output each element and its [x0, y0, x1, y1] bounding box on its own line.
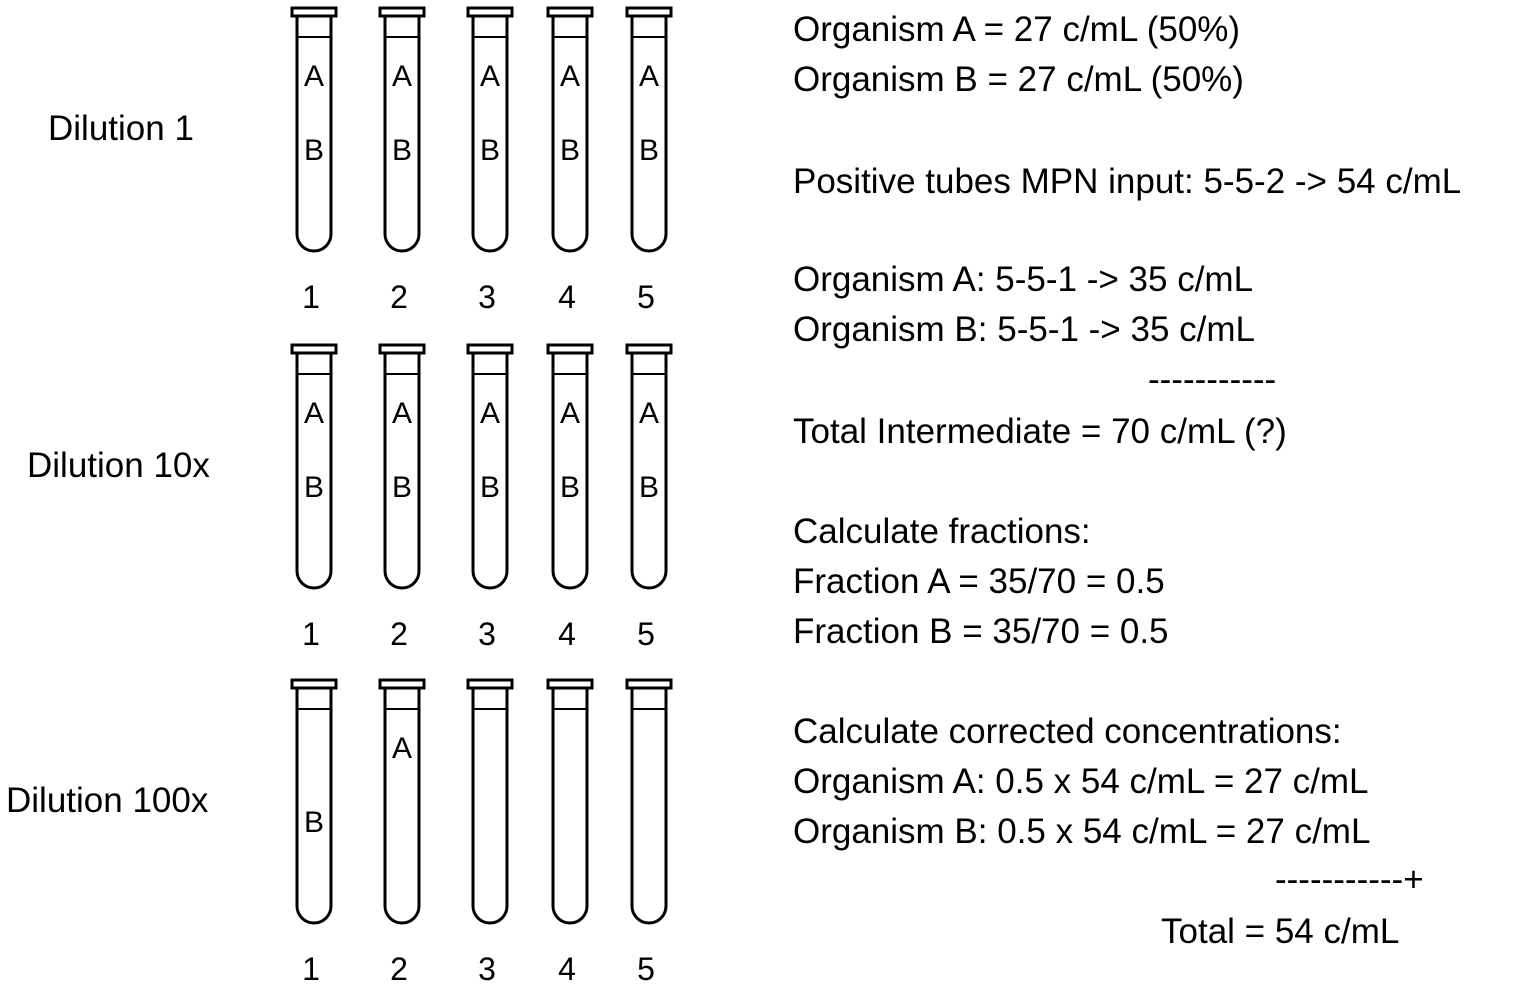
dilution-row: Dilution 10x A B 1 A B 2 A B 3 A B 4 A B 5	[27, 345, 671, 652]
tube-rim	[380, 8, 424, 16]
tube-body	[553, 688, 587, 923]
organism-b-actual: Organism B = 27 c/mL (50%)	[793, 55, 1244, 105]
tube-rim	[627, 8, 671, 16]
organism-a-marker: A	[480, 60, 500, 93]
test-tube: B1	[292, 680, 336, 986]
tube-number: 3	[478, 951, 496, 986]
organism-a-marker: A	[304, 397, 324, 430]
tube-rim	[380, 680, 424, 688]
tube-body	[473, 688, 507, 923]
tube-rim	[468, 680, 512, 688]
tube-number: 4	[558, 616, 576, 652]
organism-b-marker: B	[480, 134, 500, 167]
tube-number: 4	[558, 951, 576, 986]
organism-b-marker: B	[560, 134, 580, 167]
organism-a-marker: A	[639, 397, 659, 430]
tube-rim	[548, 680, 592, 688]
organism-b-marker: B	[304, 134, 324, 167]
organism-a-mpn: Organism A: 5-5-1 -> 35 c/mL	[793, 255, 1253, 305]
test-tube: A B 4	[548, 8, 592, 315]
fraction-b: Fraction B = 35/70 = 0.5	[793, 607, 1169, 657]
tube-rim	[627, 680, 671, 688]
organism-a-marker: A	[392, 732, 412, 765]
tube-rim	[627, 345, 671, 353]
test-tube: A B 3	[468, 8, 512, 315]
test-tube: 4	[548, 680, 592, 986]
mpn-input: Positive tubes MPN input: 5-5-2 -> 54 c/…	[793, 157, 1461, 207]
tube-number: 2	[390, 616, 408, 652]
separator-1: -----------	[1148, 355, 1276, 405]
organism-b-marker: B	[304, 471, 324, 504]
tube-rim	[292, 8, 336, 16]
tube-rim	[468, 345, 512, 353]
total-intermediate: Total Intermediate = 70 c/mL (?)	[793, 407, 1287, 457]
separator-2: -----------+	[1275, 855, 1424, 905]
test-tube: A2	[380, 680, 424, 986]
dilution-label: Dilution 1	[48, 109, 194, 148]
corrected-heading: Calculate corrected concentrations:	[793, 707, 1342, 757]
tube-number: 2	[390, 951, 408, 986]
organism-b-marker: B	[639, 134, 659, 167]
tube-number: 1	[302, 616, 320, 652]
tube-rim	[548, 8, 592, 16]
corrected-b: Organism B: 0.5 x 54 c/mL = 27 c/mL	[793, 807, 1370, 857]
organism-b-marker: B	[304, 806, 324, 839]
organism-b-marker: B	[639, 471, 659, 504]
organism-b-marker: B	[560, 471, 580, 504]
organism-b-marker: B	[392, 471, 412, 504]
organism-b-marker: B	[480, 471, 500, 504]
test-tube: A B 4	[548, 345, 592, 652]
tube-rim	[548, 345, 592, 353]
test-tube: A B 1	[292, 8, 336, 315]
tube-number: 2	[390, 279, 408, 315]
organism-a-marker: A	[480, 397, 500, 430]
organism-b-marker: B	[392, 134, 412, 167]
dilution-row: Dilution 1 A B 1 A B 2 A B 3 A B 4 A B 5	[48, 8, 671, 315]
test-tube: A B 2	[380, 8, 424, 315]
organism-a-marker: A	[560, 60, 580, 93]
tube-number: 5	[637, 279, 655, 315]
test-tube: 5	[627, 680, 671, 986]
organism-a-marker: A	[560, 397, 580, 430]
corrected-a: Organism A: 0.5 x 54 c/mL = 27 c/mL	[793, 757, 1368, 807]
tube-rim	[380, 345, 424, 353]
test-tube: A B 5	[627, 8, 671, 315]
organism-a-marker: A	[392, 397, 412, 430]
total: Total = 54 c/mL	[1161, 907, 1399, 957]
tube-number: 3	[478, 616, 496, 652]
organism-a-actual: Organism A = 27 c/mL (50%)	[793, 5, 1240, 55]
test-tube: A B 5	[627, 345, 671, 652]
tube-number: 4	[558, 279, 576, 315]
tube-rim	[292, 680, 336, 688]
tube-number: 5	[637, 951, 655, 986]
tube-body	[385, 688, 419, 923]
test-tube: A B 1	[292, 345, 336, 652]
calculation-panel: Organism A = 27 c/mL (50%) Organism B = …	[793, 0, 1533, 986]
tube-number: 1	[302, 951, 320, 986]
organism-b-mpn: Organism B: 5-5-1 -> 35 c/mL	[793, 305, 1255, 355]
tube-number: 1	[302, 279, 320, 315]
organism-a-marker: A	[392, 60, 412, 93]
tube-rim	[468, 8, 512, 16]
tube-rim	[292, 345, 336, 353]
organism-a-marker: A	[639, 60, 659, 93]
test-tube: 3	[468, 680, 512, 986]
test-tube: A B 3	[468, 345, 512, 652]
dilution-label: Dilution 100x	[6, 781, 209, 820]
test-tube: A B 2	[380, 345, 424, 652]
fractions-heading: Calculate fractions:	[793, 507, 1091, 557]
dilution-label: Dilution 10x	[27, 446, 210, 485]
fraction-a: Fraction A = 35/70 = 0.5	[793, 557, 1165, 607]
tube-number: 3	[478, 279, 496, 315]
organism-a-marker: A	[304, 60, 324, 93]
tube-body	[632, 688, 666, 923]
tube-number: 5	[637, 616, 655, 652]
